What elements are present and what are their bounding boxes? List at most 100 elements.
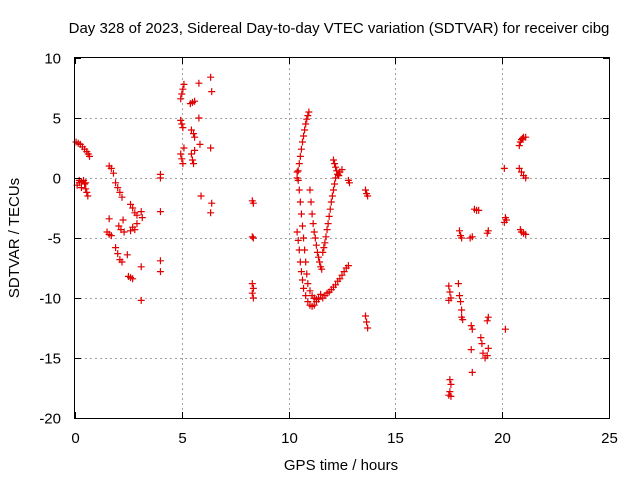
data-point [363, 318, 371, 326]
series-arc-10 [195, 79, 205, 200]
data-point [249, 199, 257, 207]
data-point [302, 120, 310, 128]
data-point [522, 174, 530, 182]
data-point [248, 289, 256, 297]
data-point [191, 97, 199, 105]
data-point [324, 220, 332, 228]
data-point [318, 265, 326, 273]
data-point [137, 263, 145, 271]
data-point [323, 226, 331, 234]
data-point [517, 168, 525, 176]
data-point [81, 180, 89, 188]
data-point [304, 298, 312, 306]
data-point [177, 95, 185, 103]
data-point [196, 140, 204, 148]
data-point [293, 228, 301, 236]
y-axis-label: SDTVAR / TECUs [6, 178, 23, 298]
data-point [107, 232, 115, 240]
y-tick-label: -5 [48, 231, 61, 248]
data-point [156, 257, 164, 265]
data-point [180, 80, 188, 88]
data-point [294, 236, 302, 244]
data-point [319, 248, 327, 256]
data-point [129, 204, 137, 212]
data-point [468, 233, 476, 241]
data-point [300, 234, 308, 242]
data-point [306, 287, 314, 295]
data-point [112, 244, 120, 252]
series-arc-08 [177, 80, 188, 168]
data-point [298, 138, 306, 146]
x-tick-label: 25 [601, 430, 618, 447]
data-point [468, 325, 476, 333]
data-point [294, 167, 302, 175]
data-point [156, 268, 164, 276]
data-point [484, 344, 492, 352]
data-point [446, 288, 454, 296]
series-arc-23 [466, 205, 481, 376]
x-axis-label: GPS time / hours [284, 457, 398, 474]
data-point [458, 306, 466, 314]
data-point [195, 79, 203, 87]
data-point [445, 296, 453, 304]
data-point [522, 133, 530, 141]
series-arc-01 [72, 138, 94, 160]
data-point [447, 392, 455, 400]
data-point [120, 228, 128, 236]
data-point [295, 246, 303, 254]
data-point [137, 208, 145, 216]
data-point [156, 174, 164, 182]
data-point [477, 334, 485, 342]
data-point [119, 216, 127, 224]
data-point [179, 85, 187, 93]
series-arc-16 [306, 186, 326, 273]
data-point [297, 210, 305, 218]
data-point [361, 312, 369, 320]
data-point [328, 192, 336, 200]
data-point [208, 199, 216, 207]
series-arc-02 [73, 176, 92, 200]
data-point [447, 380, 455, 388]
data-point [293, 168, 301, 176]
data-point [467, 346, 475, 354]
data-point [118, 258, 126, 266]
data-point [364, 192, 372, 200]
data-point [297, 145, 305, 153]
data-point [307, 198, 315, 206]
x-tick-label: 10 [281, 430, 298, 447]
series-arc-03 [105, 162, 126, 201]
data-point [249, 234, 257, 242]
data-point [331, 160, 339, 168]
data-point [86, 152, 94, 160]
data-point [345, 179, 353, 187]
x-tick-label: 0 [71, 430, 79, 447]
data-point [329, 186, 337, 194]
data-point [310, 301, 318, 309]
data-point [479, 349, 487, 357]
series-arc-20 [361, 186, 372, 332]
y-tick-label: -20 [39, 411, 61, 428]
data-point [515, 142, 523, 150]
data-point [179, 124, 187, 132]
data-point [83, 188, 91, 196]
series-arc-19 [329, 156, 353, 187]
data-point [207, 144, 215, 152]
data-point [305, 108, 313, 116]
data-point [364, 324, 372, 332]
axes: 0 5 10 15 20 25 -20 -15 -10 -5 0 5 10 [39, 51, 618, 448]
series-arc-11 [207, 73, 216, 217]
data-point [248, 280, 256, 288]
data-points [72, 73, 530, 400]
data-point [115, 222, 123, 230]
data-point [133, 211, 141, 219]
data-point [129, 275, 137, 283]
series-arc-15 [293, 228, 325, 310]
series-arc-24 [475, 206, 492, 362]
data-point [190, 130, 198, 138]
data-point [156, 208, 164, 216]
series-arc-07 [156, 170, 164, 276]
data-point [297, 268, 305, 276]
data-point [127, 200, 135, 208]
series-arc-18 [319, 262, 352, 302]
